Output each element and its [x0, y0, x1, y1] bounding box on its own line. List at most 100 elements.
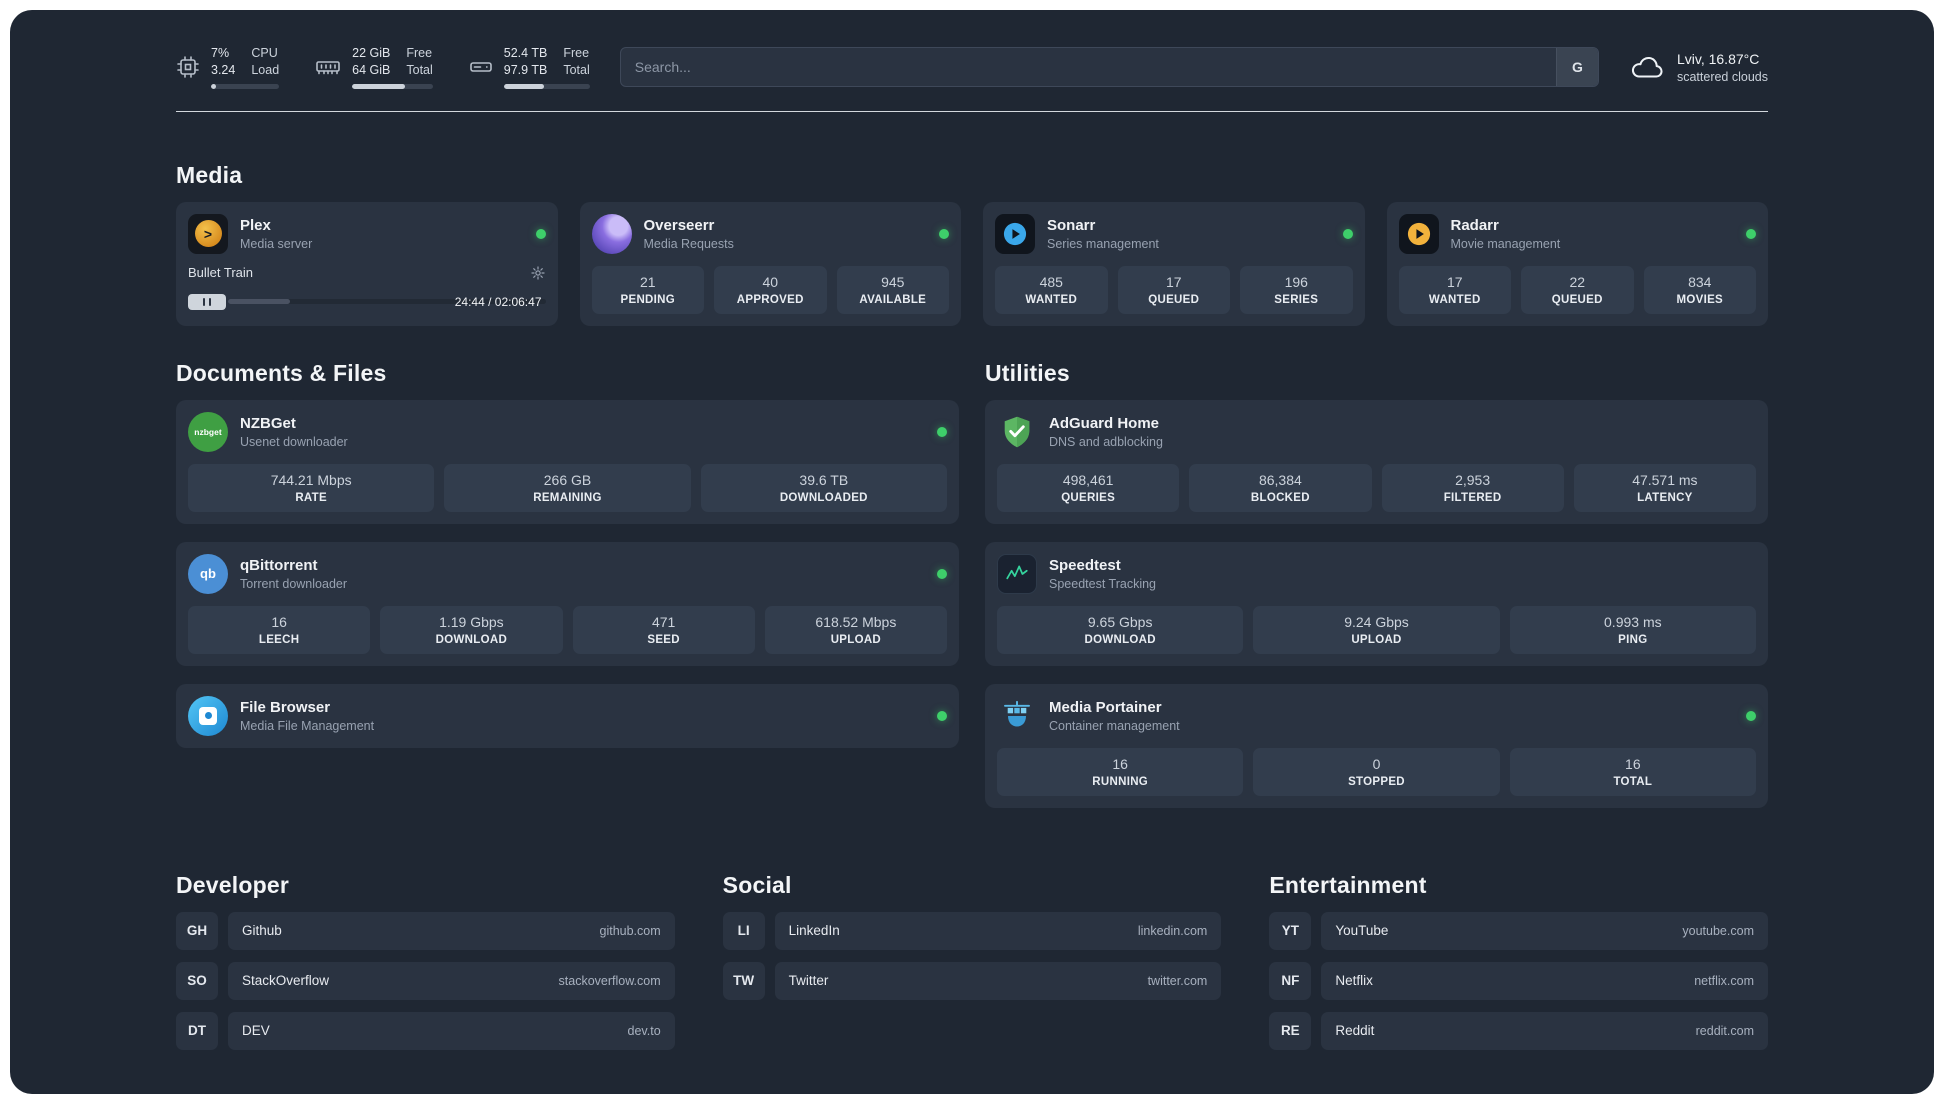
section-media: Media > Plex Media server Bullet Train	[176, 162, 1768, 326]
bookmark-name: DEV	[242, 1023, 270, 1039]
cpu-usage-bar	[211, 83, 280, 89]
app-card-plex[interactable]: > Plex Media server Bullet Train	[176, 201, 558, 326]
stat-label: UPLOAD	[1351, 633, 1402, 646]
app-subtitle: Media File Management	[240, 718, 375, 733]
stat-label: SEED	[647, 633, 680, 646]
bookmark-netflix[interactable]: NF Netflix netflix.com	[1269, 961, 1768, 1000]
stat-tile: 0.993 ms PING	[1509, 605, 1756, 654]
pause-button[interactable]	[188, 293, 226, 310]
bookmark-group-entertainment: Entertainment YT YouTube youtube.com NF …	[1269, 872, 1768, 1050]
qbittorrent-icon: qb	[188, 553, 228, 594]
bookmark-name: Github	[242, 923, 282, 939]
bookmark-linkedin[interactable]: LI LinkedIn linkedin.com	[722, 911, 1222, 950]
disk-total-value: 97.9 TB	[503, 63, 548, 78]
stat-tile: 16 TOTAL	[1509, 747, 1756, 796]
bookmark-url: twitter.com	[1147, 973, 1208, 988]
stat-label: APPROVED	[736, 293, 804, 306]
app-card-overseerr[interactable]: Overseerr Media Requests 21 PENDING 40 A…	[579, 201, 961, 326]
app-card-filebrowser[interactable]: File Browser Media File Management	[176, 683, 959, 748]
bookmark-name: YouTube	[1335, 923, 1389, 939]
bookmark-youtube[interactable]: YT YouTube youtube.com	[1269, 911, 1768, 950]
stat-value: 16	[271, 613, 287, 630]
disk-total-label: Total	[563, 63, 590, 78]
stat-value: 2,953	[1455, 471, 1491, 488]
radarr-icon	[1398, 213, 1439, 254]
disk-usage-bar	[503, 83, 590, 89]
stat-label: QUEUED	[1551, 293, 1603, 306]
bookmark-abbr: GH	[176, 911, 218, 950]
ram-monitor: 22 GiB 64 GiB Free Total	[315, 46, 433, 89]
stat-tile: 9.24 Gbps UPLOAD	[1253, 605, 1500, 654]
bookmark-url: dev.to	[627, 1023, 661, 1038]
ram-usage-bar	[352, 83, 433, 89]
stat-value: 471	[651, 613, 676, 630]
playback-time: 24:44 / 02:06:47	[454, 294, 542, 309]
search-input[interactable]	[620, 48, 1556, 87]
app-name: Plex	[240, 216, 271, 234]
weather-widget: Lviv, 16.87°C scattered clouds	[1629, 51, 1768, 84]
search-engine-button[interactable]: G	[1555, 48, 1598, 87]
stat-tile: 945 AVAILABLE	[836, 265, 949, 314]
stat-value: 17	[1446, 273, 1463, 290]
stat-label: STOPPED	[1348, 775, 1405, 788]
sonarr-icon	[995, 213, 1035, 254]
playback-progress-track[interactable]	[228, 299, 546, 305]
status-dot	[1746, 228, 1756, 239]
stat-tile: 1.19 Gbps DOWNLOAD	[380, 605, 563, 654]
bookmark-dev[interactable]: DT DEV dev.to	[176, 1011, 675, 1050]
stat-label: LATENCY	[1637, 491, 1693, 504]
disk-free-value: 52.4 TB	[503, 46, 548, 60]
app-name: Sonarr	[1047, 216, 1096, 234]
dashboard-root: 7% 3.24 CPU Load	[10, 10, 1934, 1094]
stat-tile: 266 GB REMAINING	[444, 463, 691, 512]
app-card-qbittorrent[interactable]: qb qBittorrent Torrent downloader 16 LEE…	[176, 541, 959, 666]
portainer-icon	[997, 696, 1037, 736]
stat-label: BLOCKED	[1250, 491, 1310, 504]
cpu-load-label: Load	[251, 63, 280, 78]
stat-tile: 16 LEECH	[188, 605, 371, 654]
bookmark-reddit[interactable]: RE Reddit reddit.com	[1269, 1011, 1768, 1050]
stat-tile: 17 QUEUED	[1117, 265, 1230, 314]
app-subtitle: Container management	[1049, 718, 1180, 733]
stat-tile: 834 MOVIES	[1643, 265, 1756, 314]
stat-label: UPLOAD	[830, 633, 882, 646]
bookmark-abbr: SO	[176, 961, 218, 1000]
app-name: Speedtest	[1049, 556, 1121, 574]
stat-value: 47.571 ms	[1632, 471, 1698, 488]
bookmark-abbr: DT	[176, 1011, 218, 1050]
stat-label: SERIES	[1274, 293, 1319, 306]
now-playing-title: Bullet Train	[188, 265, 254, 281]
app-subtitle: DNS and adblocking	[1049, 434, 1163, 449]
section-title-social: Social	[722, 871, 792, 898]
status-dot	[939, 228, 949, 239]
app-name: Radarr	[1450, 216, 1499, 234]
app-card-nzbget[interactable]: nzbget NZBGet Usenet downloader 744.21 M…	[176, 399, 959, 524]
app-card-adguard[interactable]: AdGuard Home DNS and adblocking 498,461 …	[985, 399, 1768, 524]
stat-value: 618.52 Mbps	[815, 613, 897, 630]
app-card-portainer[interactable]: Media Portainer Container management 16 …	[985, 683, 1768, 808]
stat-tile: 22 QUEUED	[1521, 265, 1634, 314]
section-title-documents: Documents & Files	[176, 359, 387, 386]
status-dot	[937, 710, 947, 721]
bookmark-url: youtube.com	[1682, 923, 1754, 938]
stat-value: 266 GB	[543, 471, 592, 488]
bookmark-group-social: Social LI LinkedIn linkedin.com TW Twitt…	[722, 871, 1222, 1050]
ram-total-value: 64 GiB	[352, 63, 391, 78]
plex-icon: >	[188, 213, 228, 254]
stat-label: RATE	[295, 491, 327, 504]
stat-tile: 196 SERIES	[1240, 265, 1353, 314]
status-dot	[937, 568, 947, 579]
bookmark-twitter[interactable]: TW Twitter twitter.com	[722, 961, 1222, 1000]
app-card-radarr[interactable]: Radarr Movie management 17 WANTED 22 QUE…	[1386, 201, 1768, 326]
bookmark-stackoverflow[interactable]: SO StackOverflow stackoverflow.com	[176, 961, 675, 1000]
bookmark-group-developer: Developer GH Github github.com SO StackO…	[176, 872, 675, 1050]
app-card-sonarr[interactable]: Sonarr Series management 485 WANTED 17 Q…	[983, 201, 1365, 326]
stat-value: 17	[1165, 273, 1182, 290]
app-card-speedtest[interactable]: Speedtest Speedtest Tracking 9.65 Gbps D…	[985, 541, 1768, 666]
bookmark-name: Twitter	[788, 973, 829, 989]
stat-tile: 471 SEED	[572, 605, 755, 654]
gear-icon[interactable]	[530, 265, 546, 281]
bookmark-github[interactable]: GH Github github.com	[176, 911, 675, 950]
bookmark-url: linkedin.com	[1137, 923, 1208, 938]
ram-total-label: Total	[406, 63, 433, 78]
